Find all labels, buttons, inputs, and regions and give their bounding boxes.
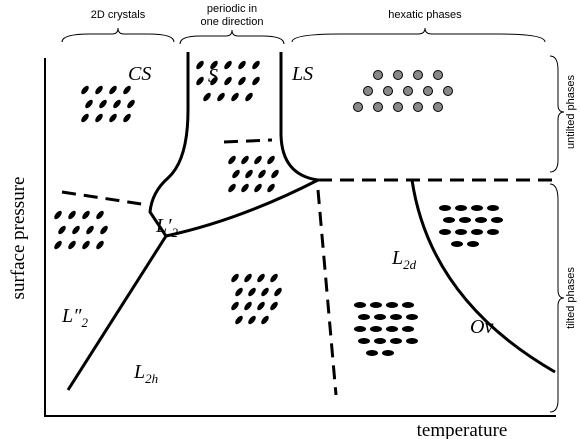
phase-label: L2h <box>133 361 158 386</box>
brace <box>549 55 565 173</box>
group-label: hexatic phases <box>388 9 462 21</box>
boundary-dashed <box>223 138 273 144</box>
phase-label: L2d <box>391 247 417 272</box>
boundary-dashed <box>61 190 149 207</box>
brace <box>291 27 546 43</box>
brace <box>61 27 175 43</box>
x-axis-label: temperature <box>417 420 508 439</box>
side-label: untilted phases <box>565 75 577 149</box>
phase-label: LS <box>291 63 313 85</box>
boundary <box>410 179 556 374</box>
side-label: tilted phases <box>565 267 577 329</box>
group-label: 2D crystals <box>91 9 146 21</box>
boundary <box>279 52 319 182</box>
brace <box>179 29 285 45</box>
phase-label: S <box>208 65 218 87</box>
phase-label: Ov <box>470 316 493 338</box>
boundary-dashed <box>316 189 338 396</box>
y-axis-label: surface pressure <box>8 177 29 300</box>
brace <box>549 183 565 413</box>
group-label: one direction <box>201 16 264 28</box>
group-label: periodic in <box>207 3 257 15</box>
icon <box>52 59 505 356</box>
phase-label: L′2 <box>155 215 179 240</box>
phase-label: L″2 <box>61 305 88 330</box>
boundary <box>66 52 190 391</box>
boundary <box>165 178 319 238</box>
phase-label: CS <box>128 63 151 85</box>
